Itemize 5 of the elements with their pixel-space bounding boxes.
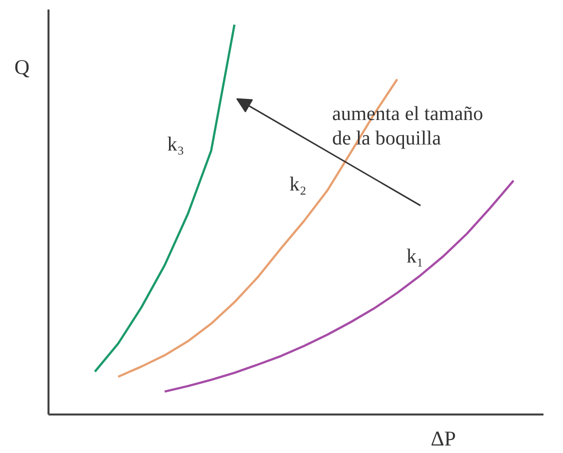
series-label: k₁: [406, 245, 424, 268]
x-axis-title: ΔP: [430, 426, 456, 451]
y-axis-title: Q: [14, 55, 30, 80]
series-label: k₃: [167, 134, 184, 156]
series-label: k₂: [289, 173, 306, 196]
